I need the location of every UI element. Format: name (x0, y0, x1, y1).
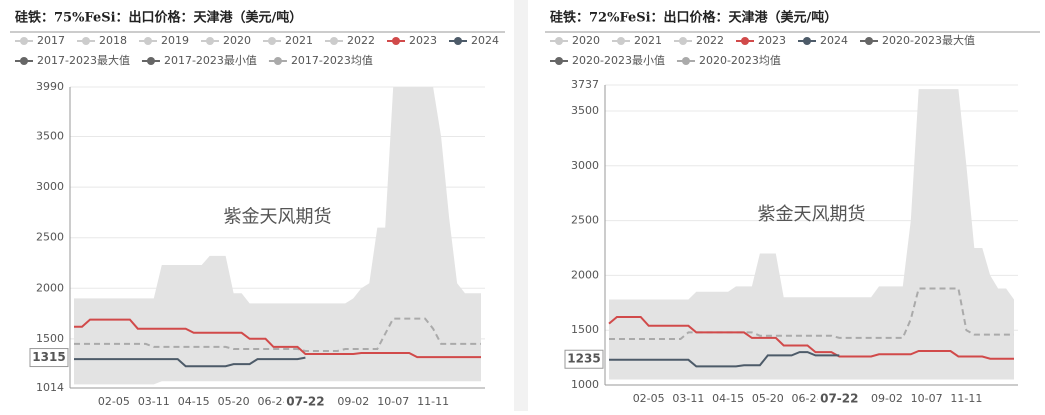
legend-label: 2020 (572, 34, 600, 47)
legend-icon (617, 37, 625, 45)
x-tick-label: 09-02 (871, 392, 903, 405)
x-tick-label: 06-24 (792, 392, 824, 405)
y-tick-label: 1500 (36, 332, 64, 345)
watermark: 紫金天风期货 (224, 207, 332, 228)
band-area (74, 381, 481, 388)
y-tick-label: 2000 (571, 268, 599, 281)
y-tick-label: 2500 (36, 231, 64, 244)
legend-icon (681, 57, 690, 65)
y-tick-label: 2500 (571, 214, 599, 227)
divider (514, 0, 528, 411)
legend-label: 2017-2023最小值 (164, 54, 257, 67)
crosshair-y-label: 1315 (32, 350, 65, 364)
legend-icon (555, 57, 563, 65)
y-tick-label: 2000 (36, 281, 64, 294)
crosshair-y-box (564, 349, 604, 369)
x-tick-label: 07-22 (286, 395, 324, 409)
legend-label: 2020-2023均值 (699, 54, 781, 67)
legend-label: 2024 (471, 34, 499, 47)
legend-icon (20, 57, 28, 65)
crosshair-x-box (817, 390, 862, 408)
legend-icon (865, 37, 873, 45)
legend-label: 2021 (634, 34, 662, 47)
series-line (609, 351, 840, 368)
legend-icon (330, 37, 338, 45)
y-tick-label: 3000 (571, 159, 599, 172)
x-tick-label: 04-15 (178, 395, 210, 408)
legend-icon (392, 37, 400, 45)
series-line (608, 316, 1014, 360)
legend-label: 2022 (696, 34, 724, 47)
legend-label: 2023 (409, 34, 437, 47)
y-tick-label: 3990 (36, 80, 64, 93)
legend-label: 2018 (99, 34, 127, 47)
legend-icon (273, 57, 282, 65)
series-line (74, 318, 481, 359)
legend-icon (268, 37, 276, 45)
x-tick-label: 07-22 (820, 392, 858, 406)
y-tick-label: 3500 (571, 104, 599, 117)
legend-icon (82, 37, 90, 45)
x-tick-label: 10-07 (377, 395, 409, 408)
legend-icon (741, 37, 749, 45)
legend-icon (679, 37, 687, 45)
legend-label: 2017-2023最大值 (37, 53, 130, 67)
x-tick-label: 04-15 (712, 392, 744, 405)
legend-icon (555, 37, 563, 45)
y-tick-label: 3500 (36, 130, 64, 143)
x-tick-label: 03-11 (138, 395, 170, 408)
chart-title: 硅铁：72%FeSi：出口价格：天津港（美元/吨） (550, 10, 837, 26)
series-line (74, 356, 306, 368)
legend-label: 2023 (758, 34, 786, 47)
y-tick-label: 1014 (36, 381, 64, 394)
series-line (74, 317, 481, 352)
legend-label: 2024 (820, 34, 848, 47)
x-tick-label: 02-05 (633, 392, 665, 405)
legend-label: 2017-2023均值 (291, 54, 373, 67)
band-area (609, 379, 1014, 385)
legend-icon (454, 37, 462, 45)
legend-icon (20, 37, 28, 45)
x-tick-label: 03-11 (672, 392, 704, 405)
legend-icon (144, 37, 152, 45)
crosshair-y-label: 1235 (567, 352, 600, 366)
y-tick-label: 3737 (571, 78, 599, 91)
x-tick-label: 11-11 (950, 392, 982, 405)
legend-icon (206, 37, 214, 45)
x-tick-label: 05-20 (752, 392, 784, 405)
legend-label: 2017 (37, 34, 65, 47)
x-tick-label: 02-05 (98, 395, 130, 408)
x-tick-label: 05-20 (218, 395, 250, 408)
crosshair-x-box (283, 393, 328, 411)
x-tick-label: 09-02 (337, 395, 369, 408)
band-area (609, 89, 1014, 385)
y-tick-label: 3000 (36, 180, 64, 193)
x-tick-label: 10-07 (911, 392, 943, 405)
legend-icon (146, 57, 155, 65)
x-tick-label: 11-11 (417, 395, 449, 408)
legend-label: 2019 (161, 34, 189, 47)
band-area (74, 87, 481, 388)
watermark: 紫金天风期货 (758, 204, 866, 225)
x-tick-label: 06-24 (258, 395, 290, 408)
y-tick-label: 1500 (571, 323, 599, 336)
crosshair-y-box (29, 348, 69, 368)
y-tick-label: 1000 (571, 378, 599, 391)
legend-label: 2020 (223, 34, 251, 47)
series-line (609, 287, 1014, 340)
legend-label: 2020-2023最大值 (882, 33, 975, 47)
legend-icon (803, 37, 811, 45)
chart-title: 硅铁：75%FeSi：出口价格：天津港（美元/吨） (15, 10, 302, 26)
legend-label: 2022 (347, 34, 375, 47)
legend-label: 2021 (285, 34, 313, 47)
legend-label: 2020-2023最小值 (572, 54, 665, 67)
